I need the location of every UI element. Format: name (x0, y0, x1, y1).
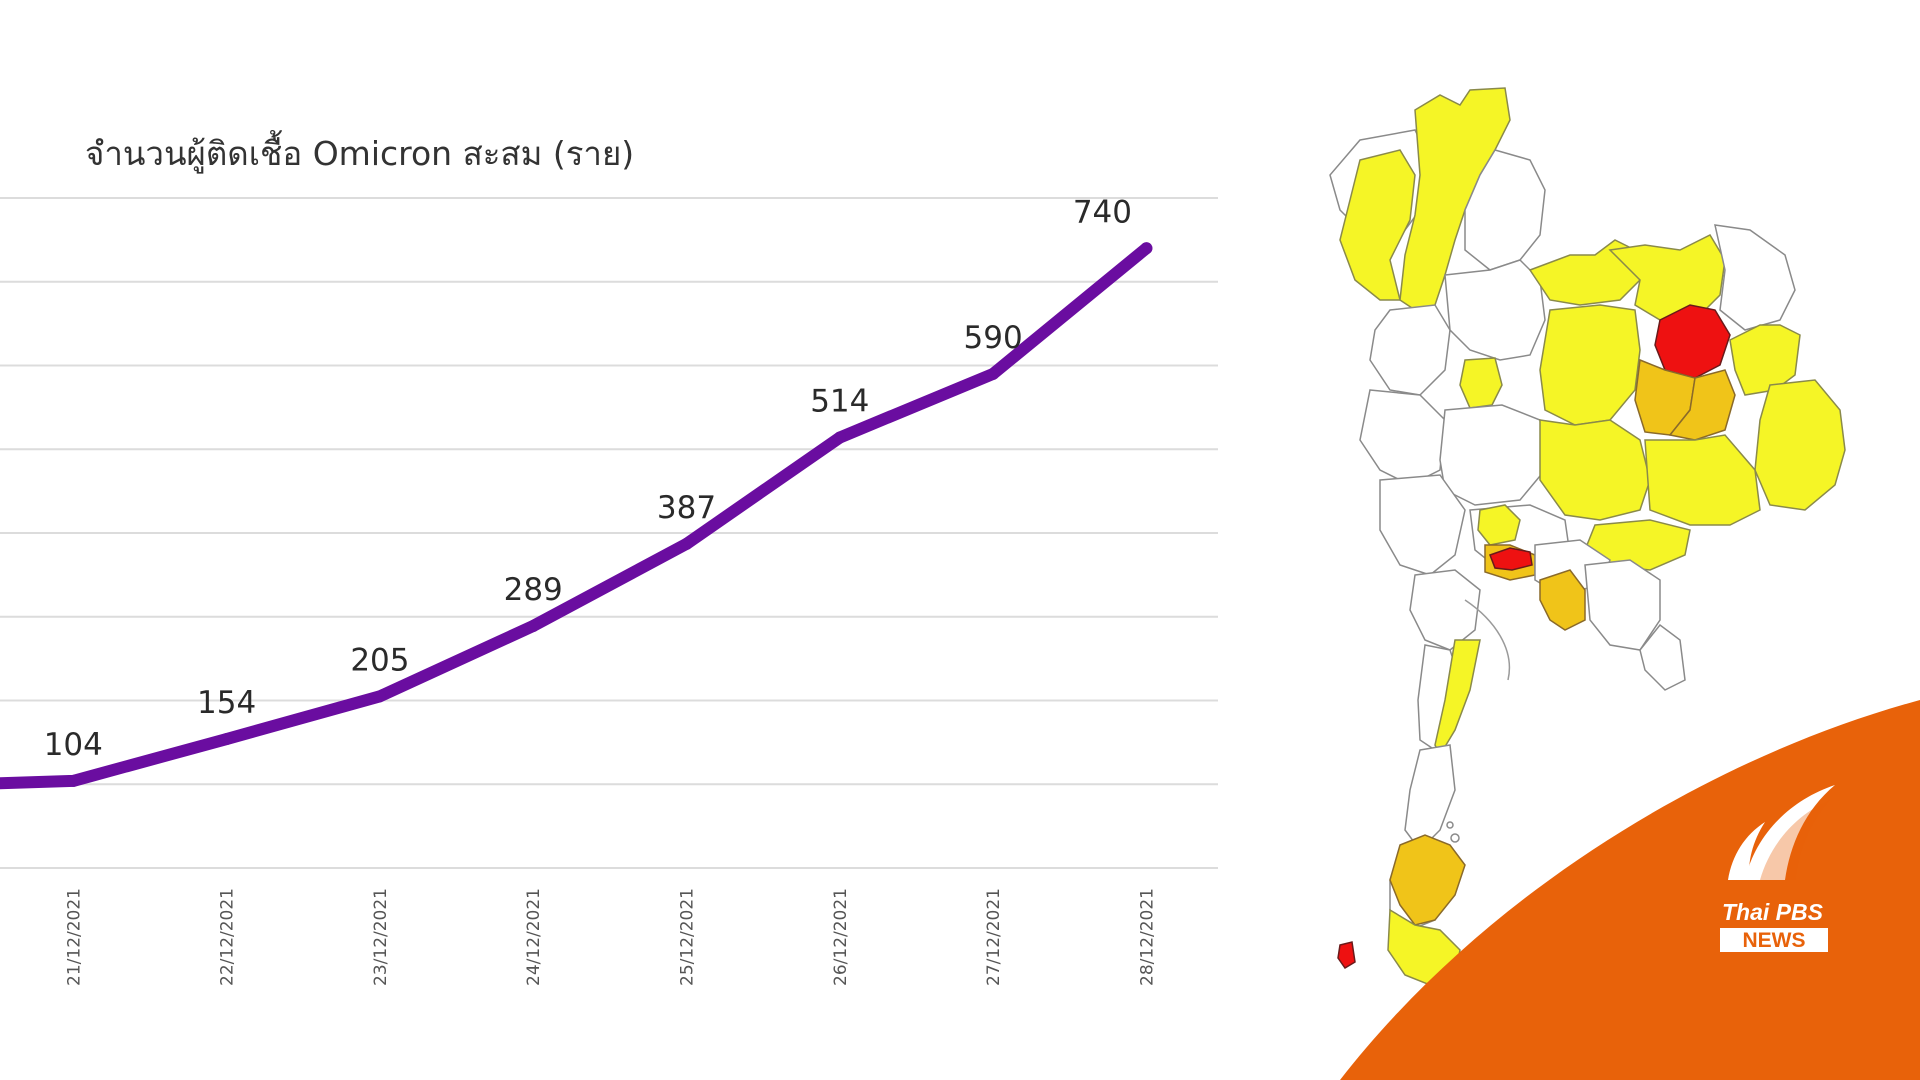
map-province-bangkok-red (1489, 547, 1533, 571)
data-label: 514 (810, 384, 869, 420)
omicron-cumulative-line-chart: จำนวนผู้ติดเชื้อ Omicron สะสม (ราย) 1041… (0, 130, 1218, 986)
x-tick-label: 26/12/2021 (831, 888, 851, 986)
map-province-isan-west-1 (1539, 304, 1641, 426)
map-province-west-1 (1409, 569, 1481, 651)
map-province-central-yellow-1 (1477, 504, 1521, 546)
chart-series-layer (0, 242, 1153, 790)
data-label: 289 (504, 572, 563, 608)
chart-title: จำนวนผู้ติดเชื้อ Omicron สะสม (ราย) (85, 130, 634, 174)
data-point (833, 431, 846, 444)
map-province-isan-northeast-white (1714, 224, 1796, 331)
data-label: 104 (44, 727, 103, 763)
chart-x-tick-labels: 21/12/2021 22/12/2021 23/12/2021 24/12/2021… (64, 888, 1157, 986)
data-label: 590 (964, 320, 1023, 356)
x-tick-label: 25/12/2021 (678, 888, 698, 986)
x-tick-label: 24/12/2021 (524, 888, 544, 986)
data-label: 387 (657, 490, 716, 526)
map-province-north-lower-2 (1444, 259, 1546, 361)
x-tick-label: 22/12/2021 (218, 888, 238, 986)
map-province-isan-south-1 (1539, 419, 1651, 521)
chart-data-labels: 104 154 205 289 387 514 590 740 (44, 194, 1132, 763)
data-label: 154 (197, 685, 256, 721)
data-point (67, 774, 80, 787)
map-province-isan-red (1654, 304, 1731, 379)
chart-gridlines (0, 197, 1218, 869)
map-province-central-west-2 (1379, 474, 1466, 576)
x-tick-label: 21/12/2021 (64, 888, 84, 986)
x-tick-label: 28/12/2021 (1137, 888, 1157, 986)
map-island-2 (1446, 821, 1454, 829)
map-province-east-2 (1639, 623, 1686, 691)
data-point (680, 537, 693, 550)
map-province-east-orange (1539, 569, 1586, 631)
data-label: 740 (1073, 194, 1132, 230)
map-province-south-2 (1404, 744, 1456, 852)
data-point (1140, 242, 1153, 255)
map-province-central-west-1 (1359, 389, 1446, 486)
map-province-east-1 (1584, 559, 1661, 651)
map-province-central-north-yellow (1459, 357, 1503, 409)
data-point (987, 367, 1000, 380)
data-point (373, 690, 386, 703)
x-tick-label: 27/12/2021 (984, 888, 1004, 986)
map-province-north-lower-1 (1369, 304, 1451, 396)
thailand-province-map (1329, 87, 1846, 1041)
map-province-isan-east-2 (1754, 379, 1846, 511)
map-island-1 (1450, 833, 1460, 843)
map-province-isan-east-1 (1729, 324, 1801, 396)
map-province-isan-south-2 (1644, 434, 1761, 526)
map-province-south-red (1337, 941, 1356, 970)
map-province-north-yellow-2 (1399, 87, 1511, 311)
map-coastline (1464, 599, 1511, 681)
x-tick-label: 23/12/2021 (371, 888, 391, 986)
data-point (220, 733, 233, 746)
map-province-isan-orange-2 (1668, 369, 1736, 441)
map-province-isan-north-2 (1608, 234, 1726, 321)
map-province-central-1 (1439, 404, 1546, 506)
map-province-deep-south (1444, 964, 1511, 1041)
data-point (527, 619, 540, 632)
data-label: 205 (350, 642, 409, 678)
